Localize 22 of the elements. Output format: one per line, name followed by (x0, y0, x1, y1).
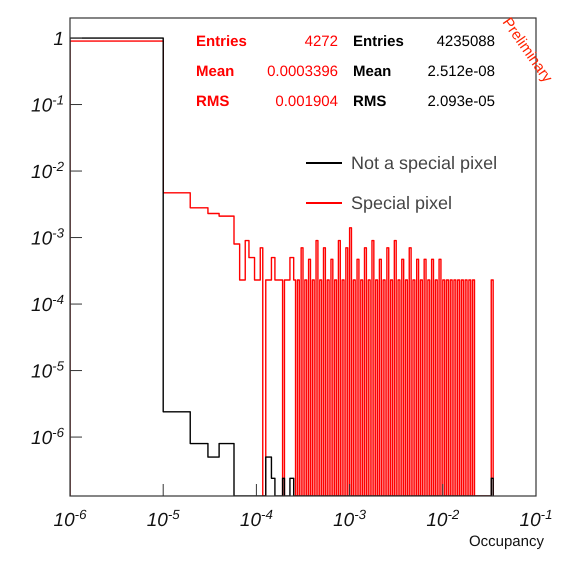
legend-label: Special pixel (351, 193, 452, 213)
text: Mean 0.0003396 (196, 63, 338, 80)
x-axis-title: Occupancy (468, 533, 544, 550)
text: Mean 2.512e-08 (353, 63, 495, 80)
x-tick-label: 10$^{-6}$ (54, 506, 88, 531)
y-tick-label: 10$^{-2}$ (31, 158, 65, 184)
text: RMS 0.001904 (196, 93, 338, 110)
x-tick-label: 10$^{-4}$ (240, 506, 273, 531)
y-tick-label: 10$^{-6}$ (31, 424, 65, 450)
y-tick-label: 10$^{-5}$ (31, 358, 65, 383)
y-tick-label: 10$^{-1}$ (31, 92, 64, 117)
x-tick-label: 10$^{-5}$ (146, 506, 180, 531)
y-tick-label: 10$^{-3}$ (31, 225, 65, 250)
x-tick-label: 10$^{-2}$ (426, 506, 460, 531)
x-tick-label: 10$^{-1}$ (520, 506, 552, 531)
x-tick-label: 10$^{-3}$ (333, 506, 367, 531)
text: Entries 4235088 (353, 33, 495, 50)
text: RMS 2.093e-05 (353, 93, 495, 110)
y-tick-label: 1 (53, 29, 64, 50)
text: Entries 4272 (196, 33, 338, 50)
legend-label: Not a special pixel (351, 153, 498, 173)
y-tick-label: 10$^{-4}$ (31, 292, 64, 316)
